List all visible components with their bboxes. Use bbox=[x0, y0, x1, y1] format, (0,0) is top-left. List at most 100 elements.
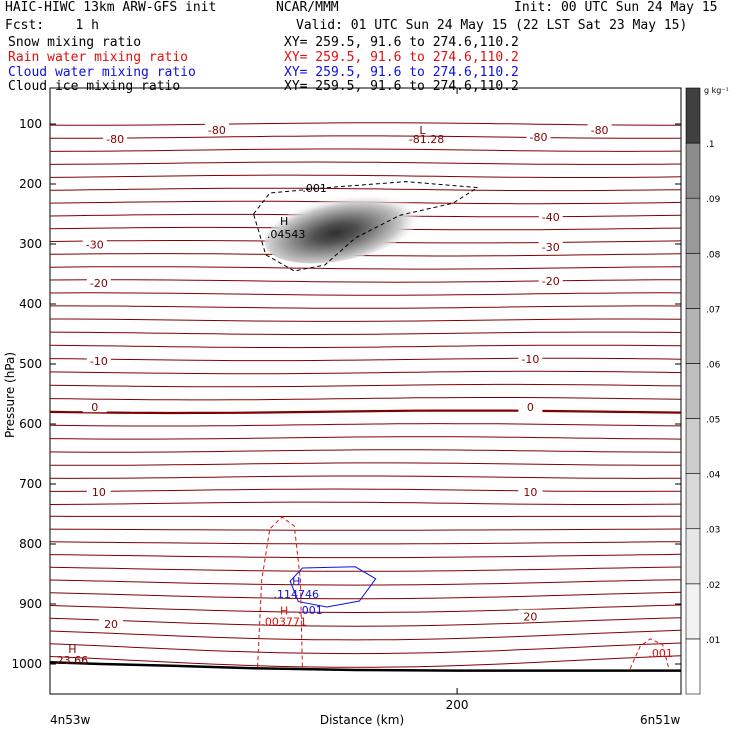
colorbar: .01 .02 .03 .04 .05 .06 .07 .08 .09 .1 g kg⁻¹ bbox=[685, 86, 729, 695]
title-left: HAIC-HIWC 13km ARW-GFS init bbox=[5, 0, 217, 15]
isotherm-line bbox=[49, 187, 682, 192]
field-xy-cloud-water: XY= 259.5, 91.6 to 274.6,110.2 bbox=[284, 65, 519, 80]
isotherm-line bbox=[49, 344, 682, 349]
isotherm-label: 0 bbox=[527, 401, 534, 414]
field-xy-rain: XY= 259.5, 91.6 to 274.6,110.2 bbox=[284, 50, 519, 65]
isotherm-line bbox=[49, 279, 681, 283]
isotherm-line bbox=[50, 305, 682, 309]
isotherm-label-bg bbox=[526, 130, 551, 143]
init-time: Init: 00 UTC Sun 24 May 15 bbox=[514, 0, 718, 15]
colorbar-swatch bbox=[685, 363, 701, 419]
isotherm-label-bg bbox=[82, 400, 107, 413]
y-axis-title: Pressure (hPa) bbox=[3, 352, 17, 438]
isotherm-label-bg bbox=[538, 274, 563, 287]
isotherm-line bbox=[49, 148, 682, 152]
colorbar-level-label: .01 bbox=[706, 636, 720, 646]
isotherm-line bbox=[49, 122, 681, 126]
agency-label: NCAR/MMM bbox=[276, 0, 339, 15]
y-tick-label: 500 bbox=[19, 357, 42, 371]
isotherm-line bbox=[49, 604, 682, 614]
isotherm-label-bg bbox=[86, 484, 111, 497]
y-tick-label: 200 bbox=[19, 177, 42, 191]
x-tick-label: 200 bbox=[446, 698, 469, 712]
isotherm-line bbox=[49, 266, 682, 270]
isotherm-label-bg bbox=[204, 123, 229, 135]
y-tick-label: 900 bbox=[19, 597, 42, 611]
snow-mixing-ratio-field bbox=[49, 181, 681, 672]
extrema-label: -81.28 bbox=[409, 133, 444, 146]
colorbar-swatch bbox=[685, 308, 701, 364]
isotherm-label: -40 bbox=[542, 211, 560, 224]
extrema-label: .001 bbox=[298, 604, 323, 617]
isotherm-label: 10 bbox=[523, 486, 537, 499]
isotherm-label-bg bbox=[538, 210, 563, 222]
isotherm-line bbox=[49, 253, 682, 257]
isotherm-line bbox=[50, 318, 682, 322]
isotherm-label: -30 bbox=[86, 239, 104, 252]
colorbar-level-label: .09 bbox=[706, 195, 721, 205]
isotherm-label: 20 bbox=[104, 618, 118, 631]
field-label-snow: Snow mixing ratio bbox=[8, 35, 142, 50]
isotherm-label: -80 bbox=[208, 124, 226, 137]
isotherms bbox=[49, 122, 682, 668]
colorbar-level-label: .1 bbox=[706, 140, 715, 150]
extrema-label: H bbox=[280, 215, 288, 228]
field-label-cloud-water: Cloud water mixing ratio bbox=[8, 65, 196, 80]
isotherm-line bbox=[50, 135, 682, 139]
colorbar-level-label: .06 bbox=[706, 360, 721, 370]
isotherm-line bbox=[49, 331, 682, 335]
colorbar-level-label: .03 bbox=[706, 526, 720, 536]
x-axis-title: Distance (km) bbox=[320, 713, 404, 727]
plot-frame bbox=[49, 87, 682, 695]
extrema-label: .114746 bbox=[274, 588, 320, 601]
valid-time: Valid: 01 UTC Sun 24 May 15 (22 LST Sat … bbox=[296, 18, 688, 33]
extrema-label: .001 bbox=[302, 182, 327, 195]
x-endpoint-left: 4n53w bbox=[50, 713, 91, 727]
isotherm-line bbox=[49, 462, 681, 466]
isotherm-label-bg bbox=[518, 352, 543, 365]
isotherm-line bbox=[49, 617, 682, 627]
isotherm-label: 20 bbox=[523, 611, 537, 624]
colorbar-swatch bbox=[685, 583, 701, 640]
extrema-label: L bbox=[419, 124, 426, 137]
field-xy-snow: XY= 259.5, 91.6 to 274.6,110.2 bbox=[284, 35, 519, 50]
isotherm-label-bg bbox=[518, 400, 543, 413]
isotherm-line bbox=[49, 541, 682, 545]
colorbar-swatch bbox=[685, 142, 701, 199]
isotherm-line bbox=[49, 292, 682, 296]
isotherm-label-bg bbox=[82, 237, 107, 250]
isotherm-label-bg bbox=[518, 609, 543, 622]
isotherm-line bbox=[49, 553, 682, 559]
isotherm-label: -20 bbox=[542, 275, 560, 288]
colorbar-swatch bbox=[685, 528, 701, 585]
isotherm-label: -10 bbox=[90, 355, 108, 368]
isotherm-label: 10 bbox=[92, 486, 106, 499]
isotherm-label-bg bbox=[518, 484, 543, 497]
colorbar-swatch bbox=[685, 418, 701, 474]
isotherm-label: -80 bbox=[106, 133, 124, 146]
colorbar-swatch bbox=[685, 87, 701, 144]
colorbar-swatch bbox=[685, 638, 701, 695]
isotherm-line bbox=[49, 528, 682, 531]
y-tick-label: 1000 bbox=[11, 657, 42, 671]
extrema-label: H bbox=[68, 643, 76, 656]
isotherm-line bbox=[50, 488, 682, 492]
isotherm-label-bg bbox=[587, 123, 612, 135]
colorbar-level-label: .02 bbox=[706, 581, 720, 591]
extrema-label: .003771 bbox=[261, 615, 307, 628]
colorbar-swatch bbox=[685, 252, 701, 309]
isotherm-line bbox=[49, 161, 682, 165]
colorbar-level-label: .08 bbox=[706, 250, 721, 260]
colorbar-level-label: .05 bbox=[706, 416, 720, 426]
y-tick-label: 800 bbox=[19, 537, 42, 551]
isotherm-line bbox=[49, 566, 682, 572]
isotherm-line bbox=[49, 629, 682, 641]
isotherm-line bbox=[49, 409, 682, 415]
isotherm-line bbox=[49, 174, 682, 178]
extrema-label: H bbox=[280, 605, 288, 618]
colorbar-swatch bbox=[685, 473, 701, 530]
cloud-water-contour bbox=[289, 566, 377, 608]
y-tick-label: 600 bbox=[19, 417, 42, 431]
isotherm-label-bg bbox=[86, 276, 111, 288]
